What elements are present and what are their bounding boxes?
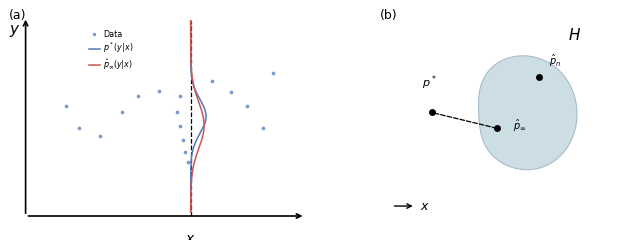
Point [175, 95, 186, 98]
Point [226, 90, 236, 94]
Text: (a): (a) [9, 9, 26, 22]
Point [492, 126, 502, 130]
Text: $\hat{p}_{\infty}$: $\hat{p}_{\infty}$ [513, 118, 527, 134]
Point [207, 79, 217, 83]
Point [258, 126, 268, 130]
Text: $H$: $H$ [568, 27, 581, 43]
Point [426, 110, 436, 114]
Text: $y$: $y$ [8, 23, 20, 39]
Text: $x$: $x$ [420, 199, 429, 213]
Point [183, 160, 193, 164]
Point [180, 150, 191, 154]
Legend: Data, $p^*(y|x)$, $\hat{p}_\infty(y|x)$: Data, $p^*(y|x)$, $\hat{p}_\infty(y|x)$ [86, 27, 137, 75]
Point [132, 95, 143, 98]
Point [95, 134, 106, 138]
Point [178, 138, 188, 142]
Point [116, 110, 127, 114]
Polygon shape [479, 56, 577, 170]
Text: (b): (b) [380, 9, 397, 22]
Text: $\hat{p}_n$: $\hat{p}_n$ [549, 52, 561, 69]
Text: $x$: $x$ [186, 232, 196, 240]
Point [172, 110, 182, 114]
Point [242, 105, 252, 108]
Text: $p^*$: $p^*$ [422, 74, 437, 92]
Point [154, 89, 164, 92]
Point [268, 71, 278, 74]
Point [60, 105, 70, 108]
Point [175, 124, 186, 128]
Point [534, 75, 544, 78]
Point [74, 126, 84, 130]
